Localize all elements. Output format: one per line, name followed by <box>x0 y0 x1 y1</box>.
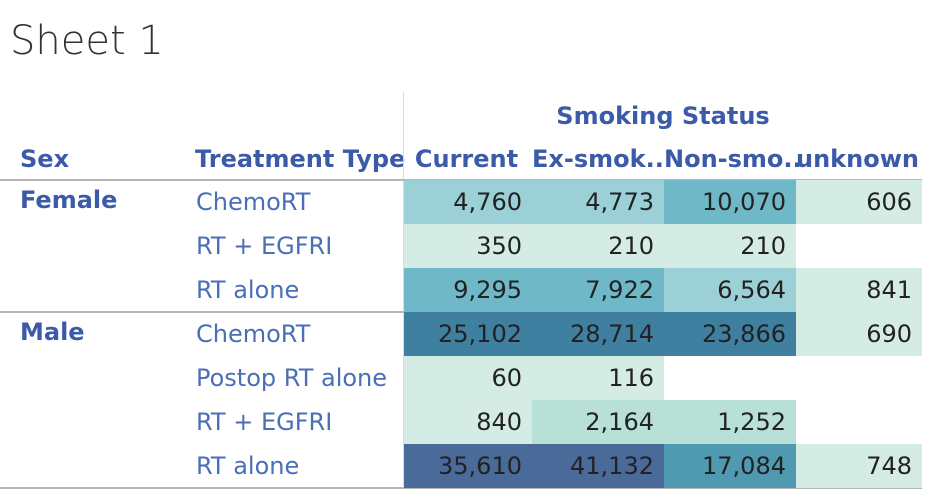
data-cell[interactable]: 748 <box>796 444 922 488</box>
treatment-type-label: RT + EGFRI <box>196 408 333 436</box>
data-cell[interactable]: 60 <box>404 356 532 400</box>
data-cell[interactable]: 350 <box>404 224 532 268</box>
treatment-type-label: ChemoRT <box>196 188 311 216</box>
data-cell[interactable] <box>796 224 922 268</box>
data-cell[interactable]: 116 <box>532 356 664 400</box>
treatment-type-label: RT alone <box>196 276 300 304</box>
data-cell[interactable] <box>796 400 922 444</box>
data-cell[interactable]: 7,922 <box>532 268 664 312</box>
data-cell[interactable]: 23,866 <box>664 312 796 356</box>
sex-label: Female <box>20 186 118 214</box>
data-cell[interactable]: 210 <box>664 224 796 268</box>
data-cell[interactable]: 1,252 <box>664 400 796 444</box>
data-cell[interactable] <box>796 356 922 400</box>
column-header-ex-smoker[interactable]: Ex-smok.. <box>532 145 664 173</box>
treatment-type-label: ChemoRT <box>196 320 311 348</box>
column-header-unknown[interactable]: unknown <box>796 145 919 173</box>
row-header-sex: Sex <box>20 145 70 173</box>
data-cell[interactable]: 2,164 <box>532 400 664 444</box>
data-cell[interactable]: 35,610 <box>404 444 532 488</box>
row-header-treatment-type: Treatment Type <box>195 145 406 173</box>
data-cell[interactable]: 841 <box>796 268 922 312</box>
data-cell[interactable]: 4,760 <box>404 180 532 224</box>
sheet-title: Sheet 1 <box>10 18 164 64</box>
data-cell[interactable]: 690 <box>796 312 922 356</box>
data-cell[interactable]: 840 <box>404 400 532 444</box>
column-header-current[interactable]: Current <box>414 145 519 173</box>
data-cell[interactable]: 9,295 <box>404 268 532 312</box>
data-cell[interactable]: 210 <box>532 224 664 268</box>
column-divider <box>403 92 404 486</box>
data-cell[interactable]: 17,084 <box>664 444 796 488</box>
treatment-type-label: RT + EGFRI <box>196 232 333 260</box>
data-cell[interactable]: 606 <box>796 180 922 224</box>
data-cell[interactable]: 4,773 <box>532 180 664 224</box>
row-group-divider <box>0 487 922 489</box>
treatment-type-label: Postop RT alone <box>196 364 388 392</box>
data-cell[interactable]: 25,102 <box>404 312 532 356</box>
data-cell[interactable]: 6,564 <box>664 268 796 312</box>
data-cell[interactable]: 41,132 <box>532 444 664 488</box>
column-header-non-smoker[interactable]: Non-smo.. <box>664 145 802 173</box>
column-group-header: Smoking Status <box>556 102 770 130</box>
sex-label: Male <box>20 318 85 346</box>
data-cell[interactable]: 10,070 <box>664 180 796 224</box>
treatment-type-label: RT alone <box>196 452 300 480</box>
data-cell[interactable] <box>664 356 796 400</box>
data-cell[interactable]: 28,714 <box>532 312 664 356</box>
